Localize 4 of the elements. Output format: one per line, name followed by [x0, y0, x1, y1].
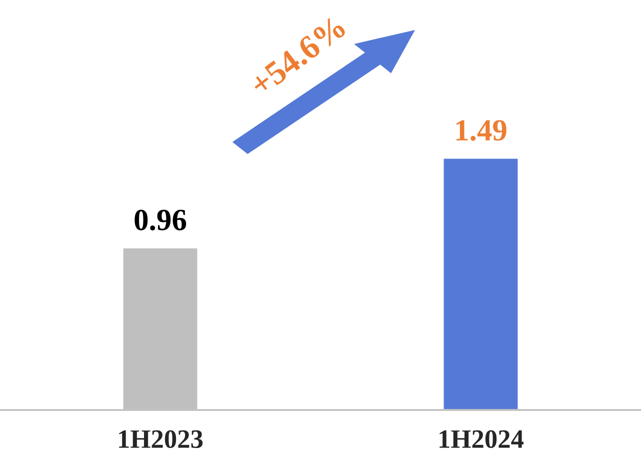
data-label: 1.49	[456, 120, 506, 141]
data-label: 0.96	[134, 210, 186, 230]
x-tick-label: 1H2023	[119, 430, 203, 448]
x-tick-label: 1H2024	[440, 430, 524, 448]
